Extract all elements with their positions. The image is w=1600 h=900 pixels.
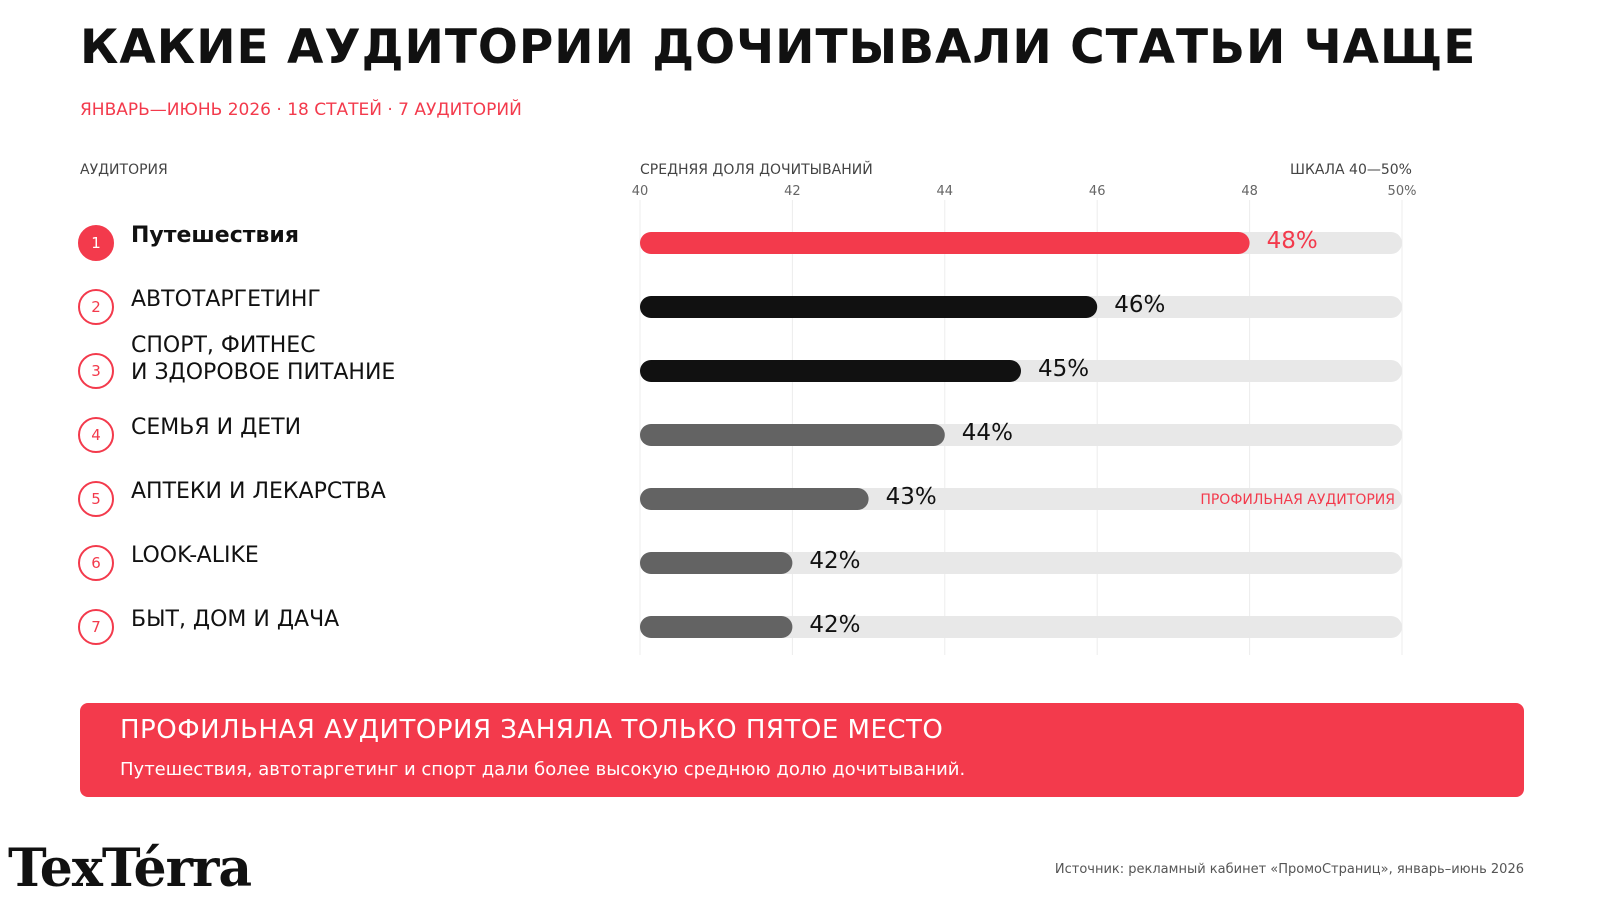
page-title: КАКИЕ АУДИТОРИИ ДОЧИТЫВАЛИ СТАТЬИ ЧАЩЕ <box>80 20 1477 75</box>
bar <box>640 232 1250 254</box>
profile-annotation: ПРОФИЛЬНАЯ АУДИТОРИЯ <box>1200 492 1395 508</box>
bar <box>640 616 793 638</box>
callout-text: Путешествия, автотаргетинг и спорт дали … <box>120 759 966 780</box>
rank-number: 5 <box>91 490 101 508</box>
bar-track <box>640 616 1402 638</box>
value-label: 42% <box>809 548 860 574</box>
rank-badge <box>78 225 114 261</box>
value-label: 44% <box>962 420 1013 446</box>
rank-number: 3 <box>91 362 101 380</box>
rank-badge <box>78 545 114 581</box>
rank-badge <box>78 609 114 645</box>
category-label: Путешествия <box>131 223 299 248</box>
category-label: АПТЕКИ И ЛЕКАРСТВА <box>131 479 386 504</box>
rank-badge <box>78 417 114 453</box>
x-tick-label: 42 <box>784 184 801 199</box>
value-label: 42% <box>809 612 860 638</box>
source-note: Источник: рекламный кабинет «ПромоСтрани… <box>1054 862 1524 877</box>
rank-number: 2 <box>91 298 101 316</box>
category-label: БЫТ, ДОМ И ДАЧА <box>131 607 339 632</box>
rank-number: 7 <box>91 618 101 636</box>
category-label: АВТОТАРГЕТИНГ <box>131 287 321 312</box>
rank-number: 6 <box>91 554 101 572</box>
category-label: СПОРТ, ФИТНЕС И ЗДОРОВОЕ ПИТАНИЕ <box>131 333 395 385</box>
x-tick-label: 40 <box>632 184 649 199</box>
conclusion-callout: ПРОФИЛЬНАЯ АУДИТОРИЯ ЗАНЯЛА ТОЛЬКО ПЯТОЕ… <box>80 703 1524 797</box>
value-label: 46% <box>1114 292 1165 318</box>
x-tick-label: 50% <box>1388 184 1417 199</box>
category-label: СЕМЬЯ И ДЕТИ <box>131 415 301 440</box>
value-label: 48% <box>1267 228 1318 254</box>
x-tick-label: 44 <box>937 184 954 199</box>
bar-chart: 40 42 44 46 48 50%1 Путешествия 48%2 АВТОТАРГЕТИ… <box>78 184 1417 655</box>
page-subtitle: ЯНВАРЬ—ИЮНЬ 2026 · 18 СТАТЕЙ · 7 АУДИТОР… <box>80 100 522 120</box>
metric-column-header: СРЕДНЯЯ ДОЛЯ ДОЧИТЫВАНИЙ <box>640 162 873 178</box>
bar <box>640 488 869 510</box>
scale-note: ШКАЛА 40—50% <box>1290 162 1412 178</box>
bar <box>640 296 1098 318</box>
value-label: 45% <box>1038 356 1089 382</box>
bar <box>640 552 793 574</box>
brand-logo: TexTérra <box>8 838 252 899</box>
bar <box>640 360 1021 382</box>
rank-badge <box>78 353 114 389</box>
rank-badge <box>78 481 114 517</box>
rank-number: 4 <box>91 426 101 444</box>
x-tick-label: 48 <box>1241 184 1258 199</box>
x-tick-label: 46 <box>1089 184 1106 199</box>
audience-column-header: АУДИТОРИЯ <box>80 162 168 178</box>
callout-title: ПРОФИЛЬНАЯ АУДИТОРИЯ ЗАНЯЛА ТОЛЬКО ПЯТОЕ… <box>120 715 944 745</box>
rank-badge <box>78 289 114 325</box>
value-label: 43% <box>886 484 937 510</box>
bar <box>640 424 945 446</box>
bar-track <box>640 552 1402 574</box>
rank-number: 1 <box>91 234 101 252</box>
category-label: LOOK-ALIKE <box>131 543 259 568</box>
